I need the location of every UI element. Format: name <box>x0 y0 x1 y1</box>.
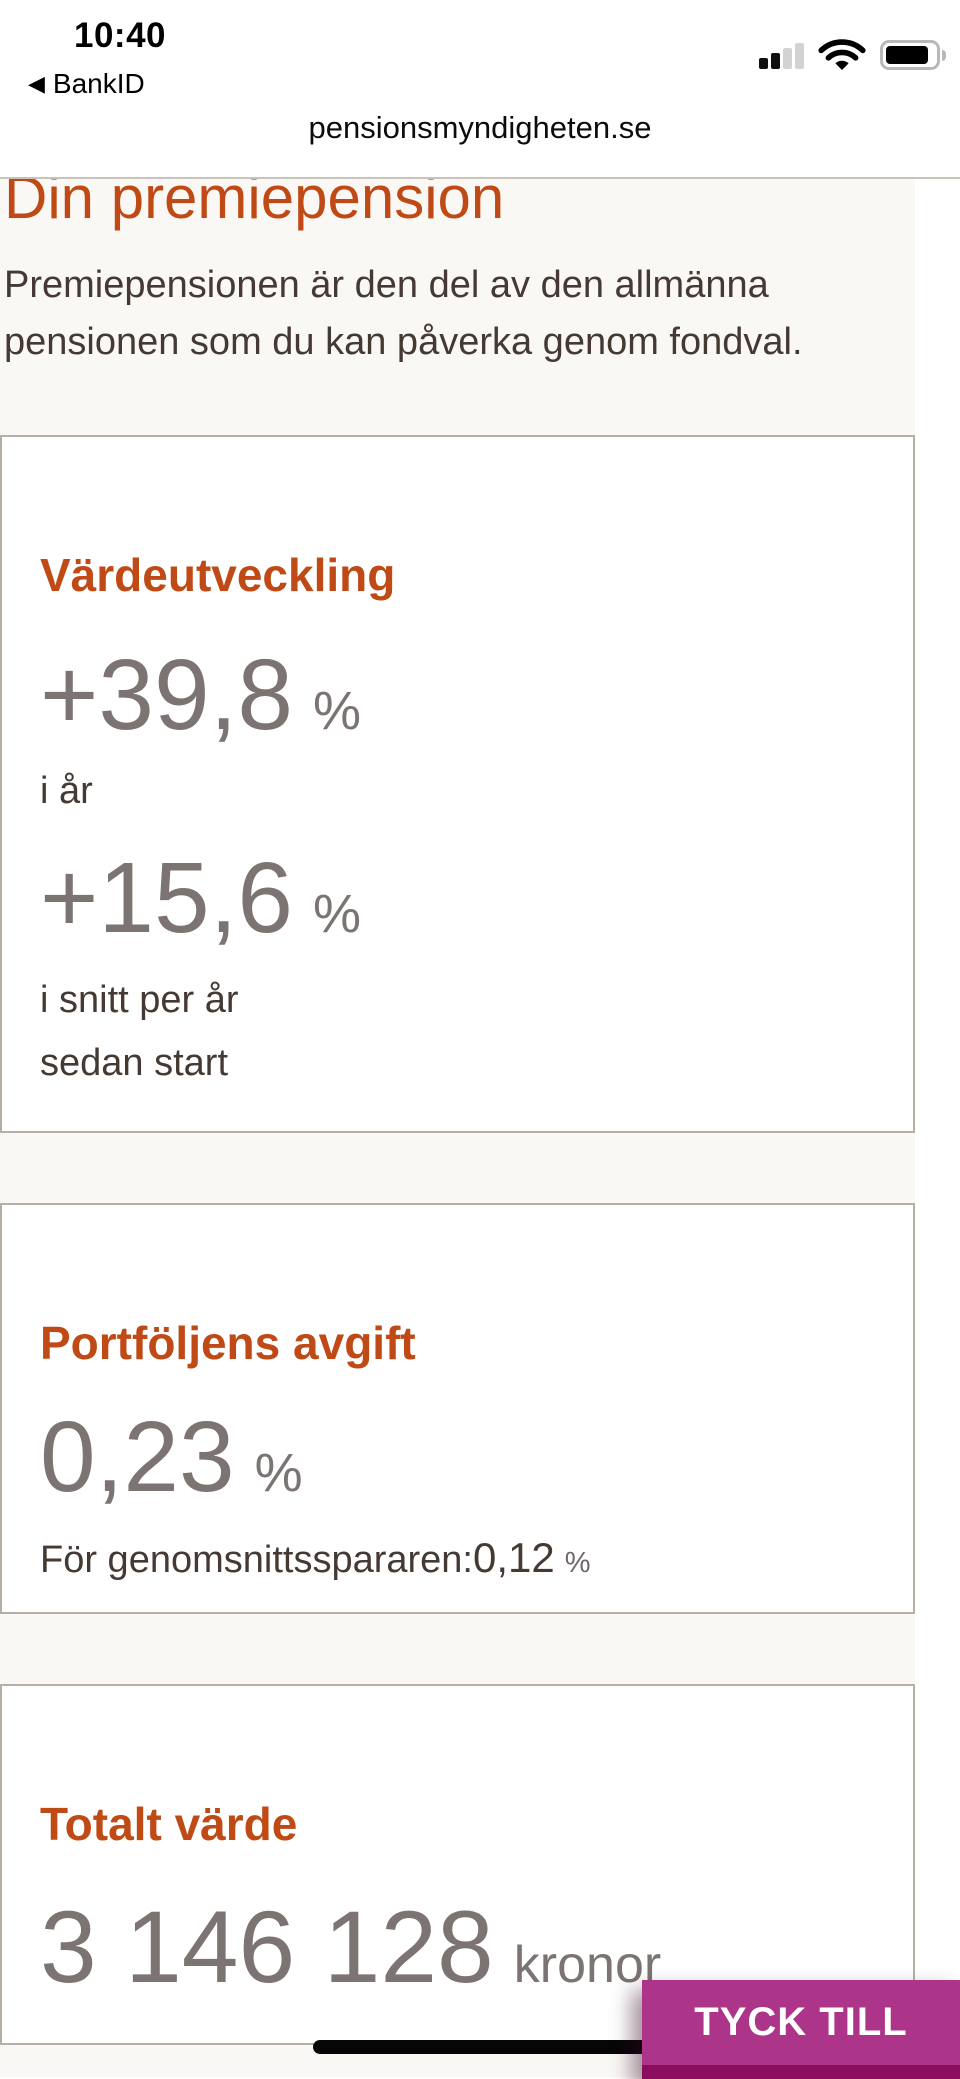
intro-text: Premiepensionen är den del av den allmän… <box>4 264 803 363</box>
battery-icon <box>880 40 946 70</box>
fee-average-unit: % <box>564 1547 591 1580</box>
battery-cap <box>942 49 946 61</box>
ytd-figure: +39,8 % <box>40 644 875 746</box>
cellular-bar <box>759 57 768 69</box>
feedback-button-label: TYCK TILL <box>694 2000 908 2044</box>
battery-fill <box>886 46 929 64</box>
back-triangle-icon: ◀ <box>28 71 45 96</box>
ytd-value: +39,8 <box>40 638 294 751</box>
feedback-button[interactable]: TYCK TILL <box>642 1980 960 2079</box>
browser-chrome: 10:40 ◀ BankID <box>0 0 960 179</box>
status-time: 10:40 <box>74 16 167 55</box>
avg-figure: +15,6 % <box>40 847 875 949</box>
total-figure: 3 146 128 kronor <box>40 1895 875 1999</box>
fee-unit: % <box>254 1443 303 1504</box>
avg-label-line2: sedan start <box>40 1042 228 1085</box>
battery-body <box>880 40 940 70</box>
cellular-bar <box>771 52 780 69</box>
fee-value: 0,23 <box>40 1401 235 1514</box>
avg-unit: % <box>313 883 362 944</box>
card-value-development: Värdeutveckling +39,8 % i år +15,6 % i s… <box>0 435 915 1134</box>
card-heading-portfolio-fee: Portföljens avgift <box>40 1317 416 1370</box>
address-bar[interactable]: pensionsmyndigheten.se <box>308 110 652 145</box>
cellular-bar <box>795 42 804 69</box>
home-indicator[interactable] <box>313 2040 655 2054</box>
fee-average-label: För genomsnittsspararen: <box>40 1539 473 1582</box>
total-unit: kronor <box>513 1935 662 1994</box>
total-value: 3 146 128 <box>40 1889 494 2004</box>
cellular-signal-icon <box>759 42 804 69</box>
avg-value: +15,6 <box>40 841 294 954</box>
page-title: Din premiepension <box>4 179 505 231</box>
card-portfolio-fee: Portföljens avgift 0,23 % För genomsnitt… <box>0 1203 915 1615</box>
fee-figure: 0,23 % <box>40 1406 875 1508</box>
fee-average-caption: För genomsnittsspararen: 0,12 % <box>40 1534 875 1582</box>
ytd-label: i år <box>40 769 93 812</box>
fee-average-value: 0,12 <box>472 1534 555 1582</box>
card-heading-total-value: Totalt värde <box>40 1798 298 1851</box>
page-content: Din premiepension Premiepensionen är den… <box>0 179 915 2077</box>
wifi-icon <box>818 38 866 72</box>
back-to-app-link[interactable]: ◀ BankID <box>28 68 145 100</box>
ytd-unit: % <box>313 680 362 741</box>
back-app-label: BankID <box>52 68 145 99</box>
card-heading-value-development: Värdeutveckling <box>40 549 396 601</box>
avg-label-line1: i snitt per år <box>40 978 239 1021</box>
title-clip: Din premiepension <box>0 179 915 241</box>
status-icons <box>759 38 946 72</box>
cellular-bar <box>783 47 792 69</box>
card-total-value: Totalt värde 3 146 128 kronor <box>0 1684 915 2045</box>
